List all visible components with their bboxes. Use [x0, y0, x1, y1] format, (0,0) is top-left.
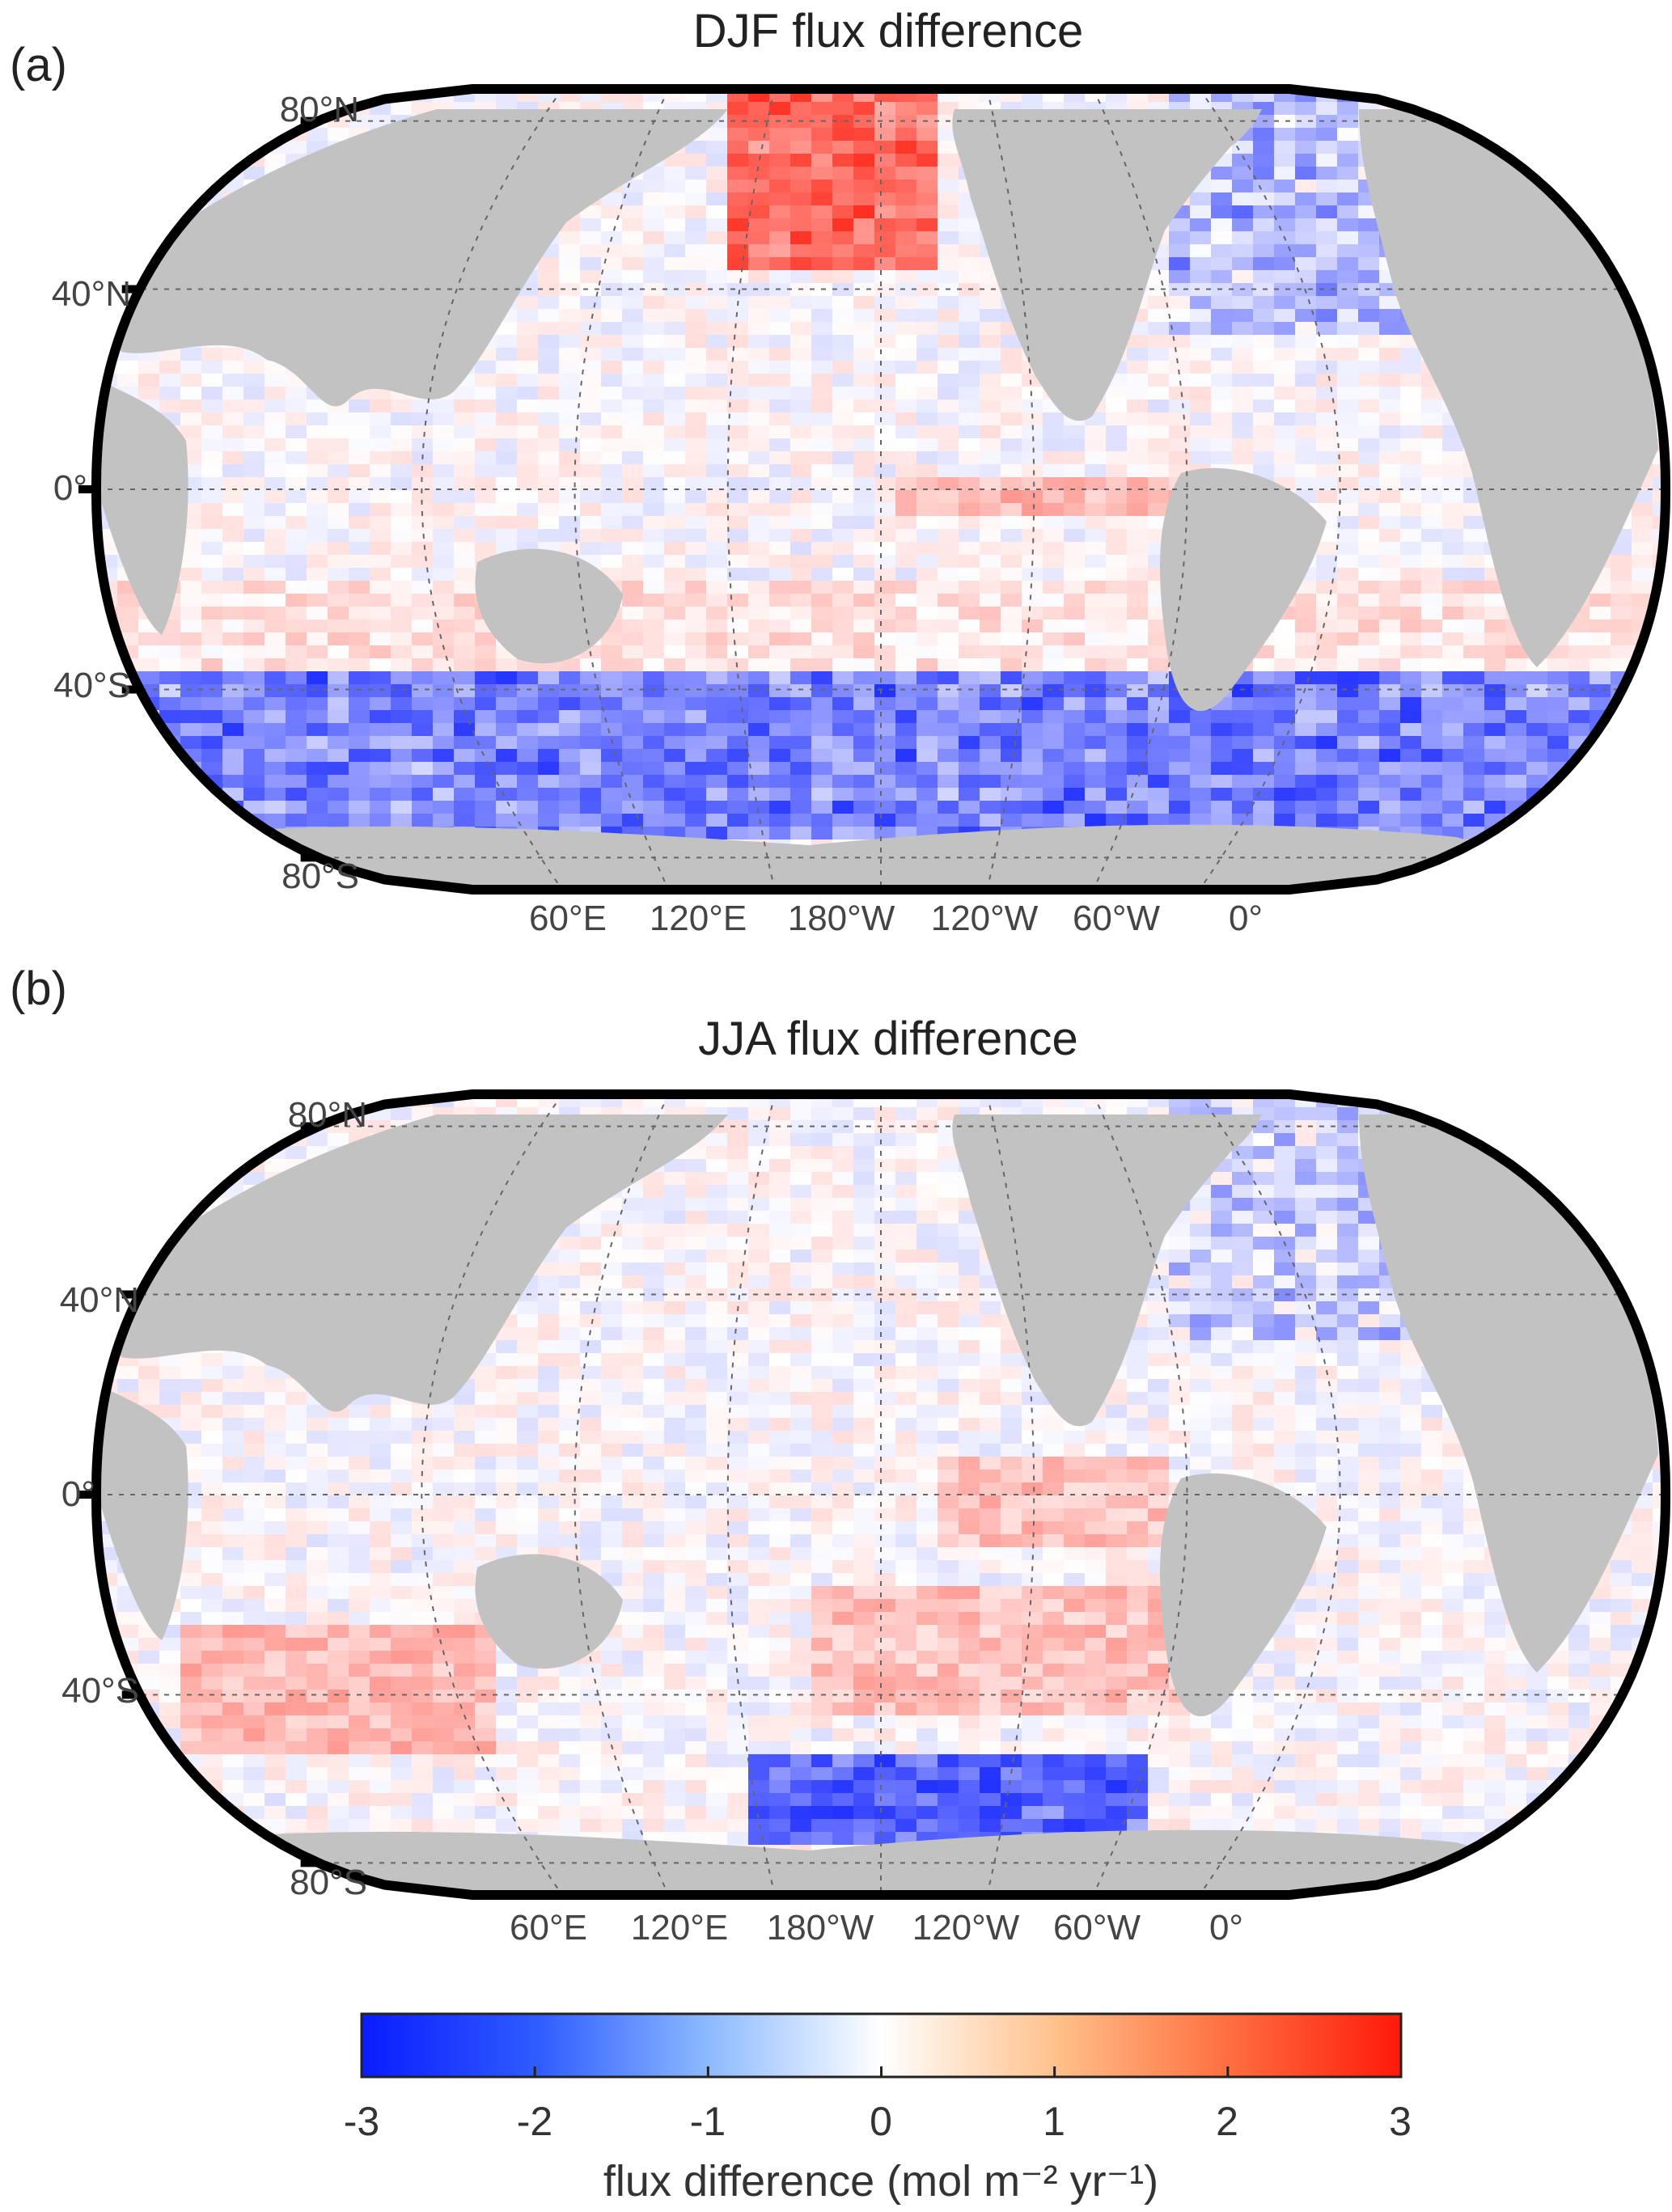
lat-label-80s: 80°S	[290, 1863, 367, 1902]
graticule	[96, 1094, 1666, 1895]
panel-a: (a) DJF flux difference 80°N 40°N 0° 40°…	[10, 5, 1671, 938]
lat-label-0: 0°	[53, 468, 87, 508]
lat-label-40n: 40°N	[52, 274, 131, 314]
lon-label-60e: 60°E	[510, 1908, 587, 1948]
panel-b-title: JJA flux difference	[698, 1013, 1078, 1065]
panel-a-lat-labels: 80°N 40°N 0° 40°S 80°S	[52, 90, 359, 896]
colorbar-tick-label: -3	[344, 2099, 379, 2144]
lon-label-180w: 180°W	[767, 1908, 874, 1948]
lat-label-0: 0°	[61, 1474, 95, 1514]
panel-b: (b) JJA flux difference 80°N 40°N 0° 40°…	[10, 962, 1671, 1948]
colorbar-tick-label: -2	[517, 2099, 552, 2144]
land	[96, 1114, 1666, 1895]
lon-label-60w: 60°W	[1073, 899, 1161, 938]
panel-a-title: DJF flux difference	[693, 5, 1083, 57]
lon-label-60w: 60°W	[1053, 1908, 1141, 1948]
panel-a-map	[78, 84, 1671, 895]
panel-a-label: (a)	[10, 39, 67, 91]
colorbar-tick-label: 3	[1389, 2099, 1412, 2144]
colorbar-tick-label: 1	[1043, 2099, 1065, 2144]
panel-b-lon-labels: 60°E 120°E 180°W 120°W 60°W 0°	[510, 1908, 1243, 1948]
lat-label-80s: 80°S	[281, 856, 359, 896]
colorbar-ticks	[360, 2066, 1403, 2077]
colorbar-tick-label: -1	[690, 2099, 726, 2144]
map-frame	[91, 84, 1671, 895]
lat-label-40s: 40°S	[61, 1671, 139, 1711]
lon-label-60e: 60°E	[529, 899, 607, 938]
lon-label-120e: 120°E	[650, 899, 747, 938]
graticule	[96, 89, 1666, 890]
land	[96, 109, 1666, 890]
colorbar-tick-label: 0	[870, 2099, 892, 2144]
map-frame	[91, 1089, 1671, 1900]
panel-b-label: (b)	[10, 962, 67, 1015]
lon-label-120w: 120°W	[912, 1908, 1020, 1948]
lat-label-40n: 40°N	[60, 1280, 139, 1320]
lon-label-120w: 120°W	[931, 899, 1039, 938]
lon-label-120e: 120°E	[631, 1908, 728, 1948]
lat-label-40s: 40°S	[53, 666, 131, 705]
lon-label-0: 0°	[1209, 1908, 1243, 1948]
panel-b-lat-labels: 80°N 40°N 0° 40°S 80°S	[60, 1095, 367, 1902]
lon-label-180w: 180°W	[788, 899, 895, 938]
lat-label-80n: 80°N	[288, 1095, 367, 1135]
lat-label-80n: 80°N	[280, 90, 359, 129]
colorbar-tick-label: 2	[1216, 2099, 1238, 2144]
panel-a-lon-labels: 60°E 120°E 180°W 120°W 60°W 0°	[529, 899, 1263, 938]
colorbar: -3 -2 -1 0 1 2 3 flux difference (mol m⁻…	[344, 2012, 1412, 2206]
colorbar-title: flux difference (mol m⁻² yr⁻¹)	[603, 2157, 1158, 2206]
lon-label-0: 0°	[1229, 899, 1263, 938]
panel-b-map	[78, 1089, 1671, 1900]
